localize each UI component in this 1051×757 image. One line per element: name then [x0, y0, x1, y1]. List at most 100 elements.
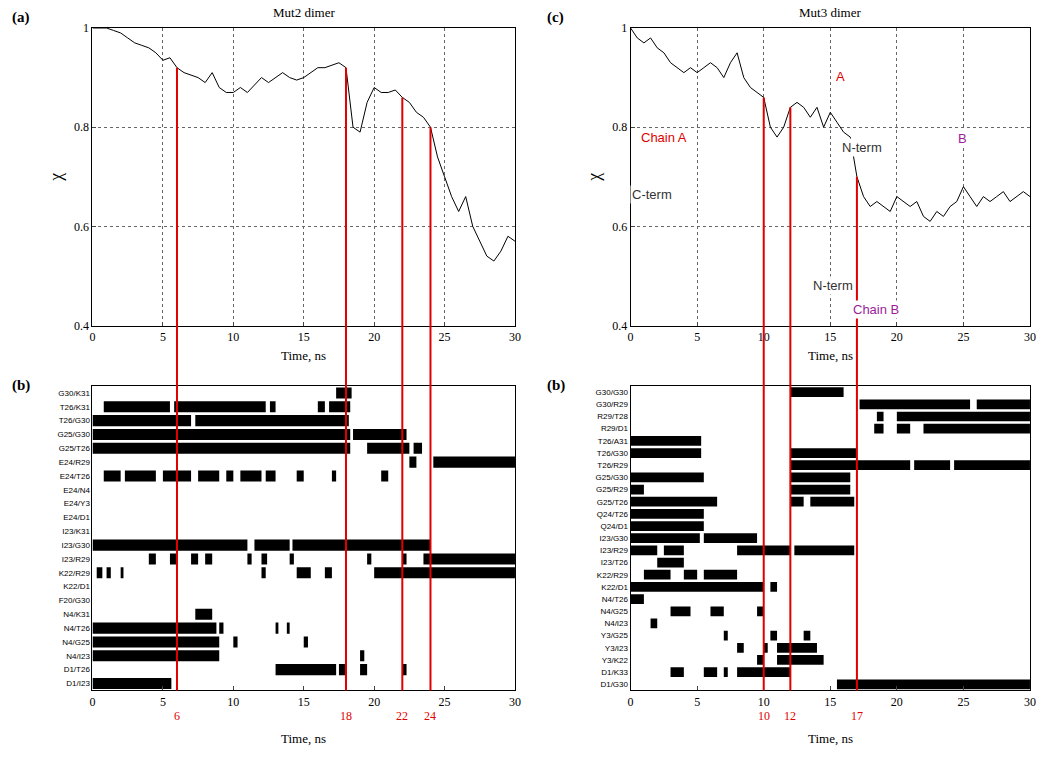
svg-text:N-term: N-term — [813, 278, 853, 293]
svg-text:Chain A: Chain A — [641, 130, 687, 145]
svg-text:T26/A31: T26/A31 — [598, 437, 629, 446]
svg-text:R29/T28: R29/T28 — [597, 412, 628, 421]
svg-text:1: 1 — [83, 21, 89, 35]
svg-text:R29/D1: R29/D1 — [601, 424, 629, 433]
svg-text:10: 10 — [758, 695, 770, 709]
svg-text:Y3/I23: Y3/I23 — [605, 644, 629, 653]
svg-text:Chain B: Chain B — [853, 302, 899, 317]
svg-text:χ: χ — [584, 173, 604, 182]
svg-text:E24/R29: E24/R29 — [59, 458, 91, 467]
svg-text:K22/D1: K22/D1 — [601, 583, 628, 592]
svg-text:0.6: 0.6 — [612, 220, 627, 234]
svg-text:20: 20 — [368, 695, 380, 709]
svg-text:15: 15 — [824, 330, 836, 344]
svg-text:G25/G30: G25/G30 — [596, 473, 629, 482]
svg-text:18: 18 — [340, 709, 352, 723]
svg-text:20: 20 — [368, 330, 380, 344]
svg-text:E24/Y3: E24/Y3 — [64, 499, 91, 508]
svg-text:D1/T26: D1/T26 — [64, 665, 91, 674]
svg-text:D1/K33: D1/K33 — [601, 668, 628, 677]
svg-text:24: 24 — [424, 709, 436, 723]
svg-text:(a): (a) — [12, 9, 30, 26]
svg-text:I23/G30: I23/G30 — [600, 534, 629, 543]
svg-text:Mut3 dimer: Mut3 dimer — [799, 5, 861, 20]
svg-text:N4/I23: N4/I23 — [66, 652, 90, 661]
svg-text:D1/G30: D1/G30 — [600, 680, 628, 689]
svg-text:Y3/K22: Y3/K22 — [602, 656, 629, 665]
svg-text:10: 10 — [227, 330, 239, 344]
svg-text:Mut2 dimer: Mut2 dimer — [273, 5, 335, 20]
svg-text:0.6: 0.6 — [74, 220, 89, 234]
svg-text:(c): (c) — [547, 9, 564, 26]
svg-text:G25/R29: G25/R29 — [596, 485, 629, 494]
svg-text:Q24/D1: Q24/D1 — [600, 522, 628, 531]
svg-text:A: A — [836, 69, 845, 84]
svg-text:T26/G30: T26/G30 — [59, 416, 91, 425]
svg-text:T26/G30: T26/G30 — [597, 449, 629, 458]
svg-text:5: 5 — [694, 330, 700, 344]
svg-text:N4/G25: N4/G25 — [62, 638, 90, 647]
svg-text:17: 17 — [851, 709, 863, 723]
svg-text:25: 25 — [439, 695, 451, 709]
svg-text:C-term: C-term — [632, 187, 672, 202]
svg-text:5: 5 — [160, 695, 166, 709]
svg-text:K22/R29: K22/R29 — [59, 569, 91, 578]
svg-text:I23/R29: I23/R29 — [62, 555, 91, 564]
svg-text:0: 0 — [628, 695, 634, 709]
svg-text:10: 10 — [227, 695, 239, 709]
svg-text:0: 0 — [89, 695, 95, 709]
svg-text:5: 5 — [160, 330, 166, 344]
svg-text:Y3/G25: Y3/G25 — [601, 631, 629, 640]
svg-text:15: 15 — [298, 695, 310, 709]
svg-text:G30/R29: G30/R29 — [596, 400, 629, 409]
svg-text:F20/G30: F20/G30 — [59, 596, 91, 605]
svg-text:G30/K31: G30/K31 — [58, 389, 90, 398]
svg-text:N4/K31: N4/K31 — [63, 610, 90, 619]
svg-text:0: 0 — [628, 330, 634, 344]
svg-text:N4/G25: N4/G25 — [600, 607, 628, 616]
svg-text:0.8: 0.8 — [74, 120, 89, 134]
svg-text:15: 15 — [824, 695, 836, 709]
svg-text:0.8: 0.8 — [612, 120, 627, 134]
svg-text:E24/N4: E24/N4 — [63, 486, 90, 495]
svg-text:I23/K31: I23/K31 — [62, 527, 90, 536]
svg-text:G30/G30: G30/G30 — [596, 388, 629, 397]
svg-text:I23/G30: I23/G30 — [61, 541, 90, 550]
svg-text:15: 15 — [298, 330, 310, 344]
svg-text:K22/R29: K22/R29 — [597, 571, 629, 580]
svg-text:Time, ns: Time, ns — [281, 731, 326, 746]
svg-text:(b): (b) — [547, 377, 565, 394]
svg-text:N-term: N-term — [842, 140, 882, 155]
svg-text:30: 30 — [1024, 695, 1036, 709]
svg-text:K22/D1: K22/D1 — [63, 582, 90, 591]
svg-text:30: 30 — [1024, 330, 1036, 344]
svg-text:1: 1 — [621, 21, 627, 35]
svg-text:N4/I23: N4/I23 — [604, 619, 628, 628]
svg-text:Time, ns: Time, ns — [281, 348, 326, 363]
svg-text:E24/D1: E24/D1 — [63, 513, 90, 522]
svg-text:D1/I23: D1/I23 — [66, 679, 90, 688]
svg-text:N4/T26: N4/T26 — [64, 624, 91, 633]
svg-text:25: 25 — [439, 330, 451, 344]
svg-text:G25/G30: G25/G30 — [57, 430, 90, 439]
svg-text:T26/K31: T26/K31 — [60, 403, 91, 412]
svg-text:G25/T26: G25/T26 — [59, 444, 91, 453]
svg-text:20: 20 — [891, 695, 903, 709]
svg-text:G25/T26: G25/T26 — [597, 498, 629, 507]
svg-text:30: 30 — [509, 330, 521, 344]
svg-text:0.4: 0.4 — [612, 319, 627, 333]
svg-text:N4/T26: N4/T26 — [602, 595, 629, 604]
svg-text:25: 25 — [957, 330, 969, 344]
svg-text:(b): (b) — [12, 377, 30, 394]
svg-text:Time, ns: Time, ns — [808, 731, 853, 746]
svg-text:0.4: 0.4 — [74, 319, 89, 333]
svg-text:20: 20 — [891, 330, 903, 344]
svg-text:10: 10 — [758, 330, 770, 344]
svg-text:χ: χ — [46, 173, 66, 182]
svg-text:12: 12 — [784, 709, 796, 723]
svg-text:Time, ns: Time, ns — [808, 348, 853, 363]
svg-text:I23/T26: I23/T26 — [601, 558, 629, 567]
svg-text:25: 25 — [957, 695, 969, 709]
svg-text:6: 6 — [174, 709, 180, 723]
svg-text:I23/R29: I23/R29 — [600, 546, 629, 555]
